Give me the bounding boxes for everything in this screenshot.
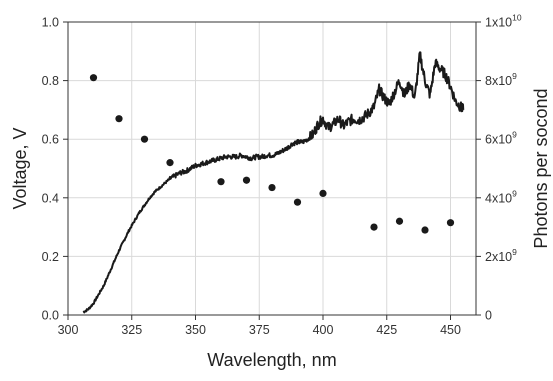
y-right-tick-label: 0 xyxy=(485,309,492,323)
x-tick-label: 400 xyxy=(313,323,334,337)
photon-data-point xyxy=(395,217,404,225)
photon-data-point xyxy=(319,189,327,198)
y-left-tick-label: 0.8 xyxy=(42,74,59,88)
x-tick-label: 375 xyxy=(249,323,270,337)
grid xyxy=(68,22,476,315)
photon-data-point xyxy=(217,178,225,186)
ticks: 300 325 350 375 400 425 450 0.0 0.2 0.4 0.6 0.8 1.0 0… xyxy=(42,13,522,338)
y-axis-right-title: Photons per socond xyxy=(531,88,551,248)
photon-data-point xyxy=(166,159,174,167)
photon-data-point xyxy=(115,115,123,123)
y-right-tick-label: 4x109 xyxy=(485,188,517,205)
photon-data-point xyxy=(421,226,429,234)
y-left-tick-label: 1.0 xyxy=(42,16,59,30)
voltage-series-line xyxy=(82,51,465,314)
y-left-tick-label: 0.6 xyxy=(42,133,59,147)
photon-data-point xyxy=(293,198,302,206)
photon-data-point xyxy=(370,223,378,231)
y-left-tick-label: 0.2 xyxy=(42,250,59,264)
photon-data-point xyxy=(140,135,149,143)
x-tick-label: 325 xyxy=(121,323,142,337)
y-left-tick-label: 0.0 xyxy=(42,309,59,323)
y-axis-left-title: Voltage, V xyxy=(10,127,30,209)
y-right-tick-label: 8x109 xyxy=(485,71,517,88)
x-tick-label: 425 xyxy=(376,323,397,337)
photon-data-point xyxy=(89,74,98,82)
x-tick-label: 350 xyxy=(185,323,206,337)
photon-data-point xyxy=(268,183,276,192)
series-lines xyxy=(82,51,465,314)
x-tick-label: 300 xyxy=(58,323,79,337)
series-points xyxy=(89,74,455,234)
x-axis-title: Wavelength, nm xyxy=(207,350,336,370)
photon-data-point xyxy=(446,219,455,227)
x-tick-label: 450 xyxy=(440,323,461,337)
photon-data-point xyxy=(242,176,251,184)
plot-frame xyxy=(67,21,477,316)
y-right-tick-label: 6x109 xyxy=(485,130,517,147)
y-left-tick-label: 0.4 xyxy=(42,191,59,205)
y-right-tick-label: 2x109 xyxy=(485,247,517,264)
y-right-tick-label: 1x1010 xyxy=(485,13,522,30)
